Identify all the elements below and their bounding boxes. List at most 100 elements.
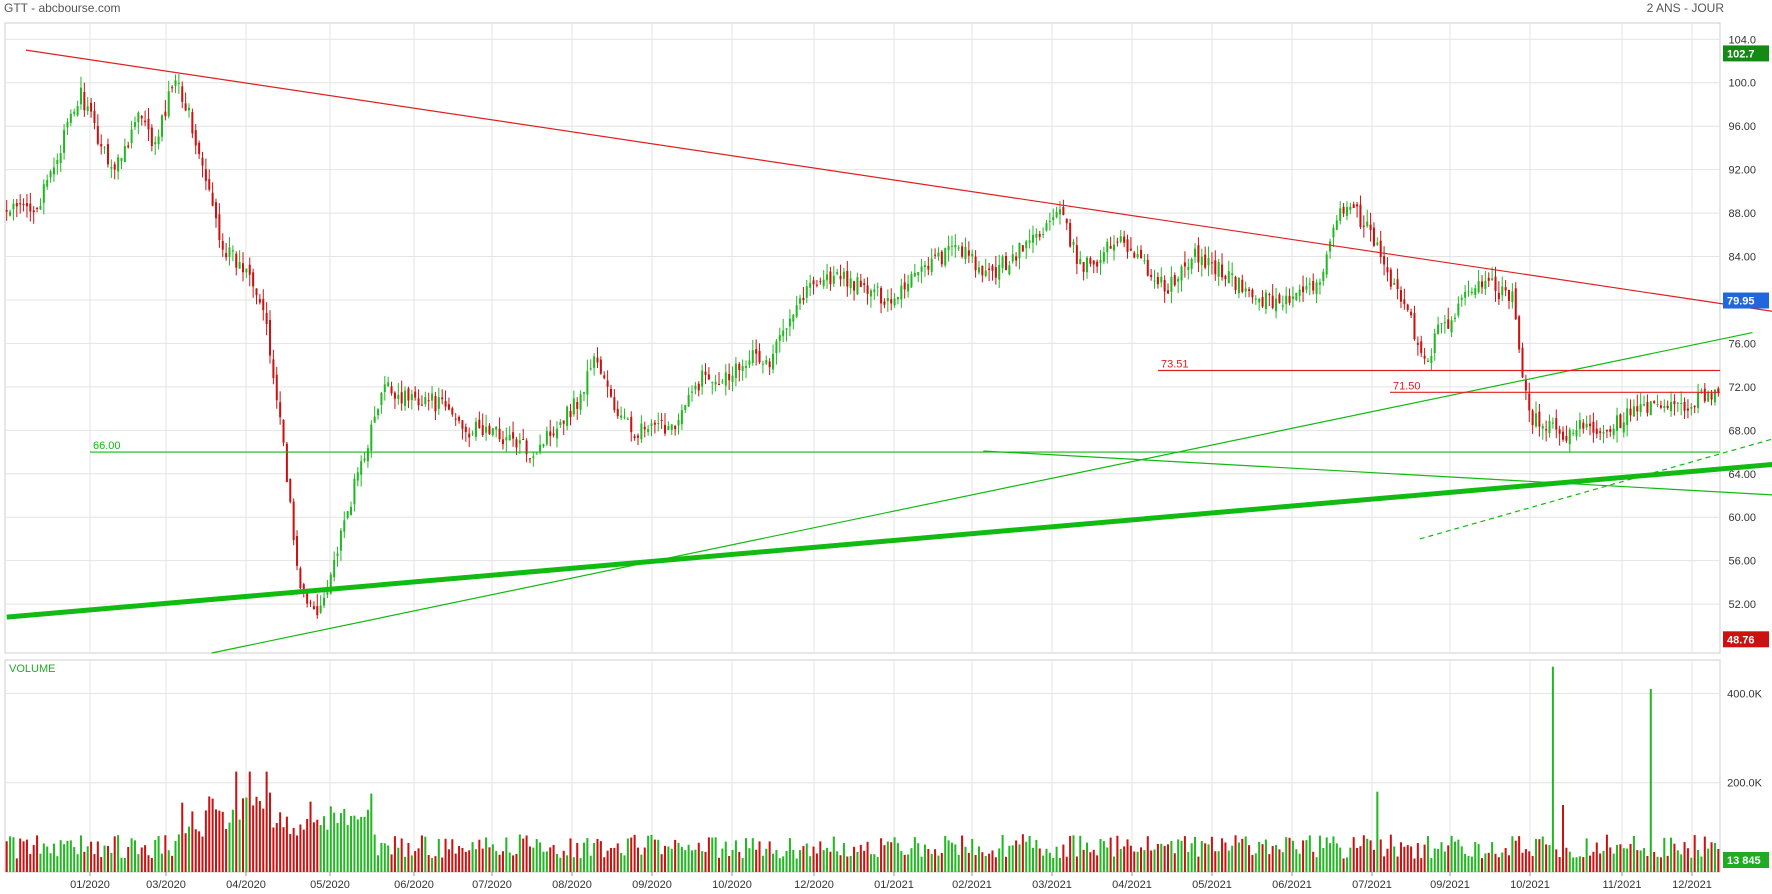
volume-bar	[79, 835, 82, 872]
candle-body	[32, 210, 35, 213]
volume-bar	[1109, 837, 1112, 872]
volume-tick-label: 400.0K	[1727, 688, 1763, 700]
x-tick-label: 12/2021	[1672, 879, 1712, 891]
candle-body	[724, 372, 727, 386]
volume-bar	[1038, 848, 1041, 872]
candle-body	[663, 424, 667, 434]
candle-body	[323, 597, 326, 606]
volume-bar	[150, 857, 153, 872]
candle-body	[633, 436, 636, 439]
volume-bar	[201, 836, 204, 872]
volume-bar	[130, 838, 133, 872]
candle-body	[1629, 408, 1632, 416]
volume-bar	[1045, 848, 1048, 872]
candle-body	[876, 286, 879, 288]
candle-body	[404, 390, 407, 406]
candle-body	[728, 373, 731, 381]
volume-bar	[687, 844, 690, 872]
candle-body	[1075, 245, 1078, 264]
volume-bar	[1396, 856, 1399, 872]
volume-bar	[336, 823, 339, 872]
volume-bar	[1622, 848, 1625, 872]
volume-bar	[721, 848, 724, 872]
volume-bar	[1541, 836, 1544, 872]
volume-bar	[228, 822, 231, 872]
volume-bar	[410, 855, 413, 872]
volume-bar	[1031, 847, 1034, 872]
volume-bar	[437, 838, 440, 872]
volume-bar	[1612, 853, 1615, 872]
volume-bar	[961, 835, 964, 872]
volume-bar	[876, 857, 879, 872]
volume-bar	[414, 850, 417, 872]
volume-bar	[164, 835, 167, 872]
candle-body	[819, 281, 822, 283]
candle-body	[778, 335, 781, 341]
volume-bar	[930, 853, 933, 872]
candle-body	[1163, 280, 1166, 292]
volume-bar	[491, 844, 494, 872]
volume-bar	[1690, 857, 1693, 872]
volume-bar	[383, 843, 386, 872]
volume-bar	[680, 846, 683, 872]
volume-bar	[1264, 839, 1267, 872]
candle-body	[856, 277, 859, 295]
price-tick-label: 104.0	[1728, 34, 1756, 46]
candle-body	[697, 383, 700, 391]
candle-body	[73, 111, 76, 114]
volume-bar	[1359, 846, 1362, 872]
volume-bar	[1494, 853, 1497, 872]
candle-body	[569, 410, 572, 418]
volume-bar	[1703, 836, 1706, 872]
candle-body	[1616, 415, 1619, 431]
candle-body	[272, 359, 275, 379]
x-tick-label: 11/2021	[1603, 879, 1642, 891]
candle-body	[198, 142, 201, 155]
candle-body	[231, 250, 234, 252]
volume-bar	[285, 816, 288, 872]
volume-bar	[498, 854, 501, 872]
volume-bar	[1099, 838, 1102, 872]
volume-bar	[289, 834, 292, 872]
candle-body	[447, 404, 450, 410]
low-price-badge: 48.76	[1727, 634, 1755, 646]
candle-body	[1038, 233, 1041, 237]
candle-body	[1069, 222, 1072, 247]
volume-bar	[76, 854, 79, 872]
candle-body	[1589, 423, 1592, 427]
candle-body	[164, 111, 167, 117]
candle-body	[751, 350, 754, 363]
volume-bar	[1497, 857, 1500, 872]
volume-bar	[323, 816, 326, 872]
volume-bar	[471, 842, 474, 872]
candle-body	[201, 157, 204, 166]
volume-bar	[1167, 844, 1170, 872]
candle-body	[981, 265, 984, 276]
candle-body	[373, 416, 376, 423]
volume-bar	[1295, 849, 1298, 872]
volume-bar	[1582, 857, 1585, 872]
volume-bar	[1575, 857, 1578, 872]
candle-body	[1514, 288, 1517, 320]
volume-bar	[187, 826, 191, 872]
candle-body	[5, 210, 8, 212]
volume-bar	[198, 831, 201, 872]
volume-bar	[69, 840, 72, 872]
volume-bar	[417, 848, 420, 872]
volume-bar	[1160, 843, 1163, 872]
volume-bar	[1646, 855, 1649, 872]
candle-body	[815, 284, 818, 286]
candle-body	[424, 397, 427, 405]
volume-bar	[650, 834, 653, 872]
price-tick-label: 84.00	[1728, 252, 1756, 264]
candle-body	[1248, 289, 1251, 291]
candle-body	[1237, 277, 1240, 294]
volume-bar	[444, 838, 447, 872]
candle-body	[657, 422, 660, 424]
candle-body	[934, 254, 937, 256]
candle-body	[319, 605, 322, 613]
candle-body	[19, 203, 22, 205]
candle-body	[579, 394, 582, 410]
candle-body	[225, 253, 228, 258]
volume-bar	[1302, 840, 1305, 872]
